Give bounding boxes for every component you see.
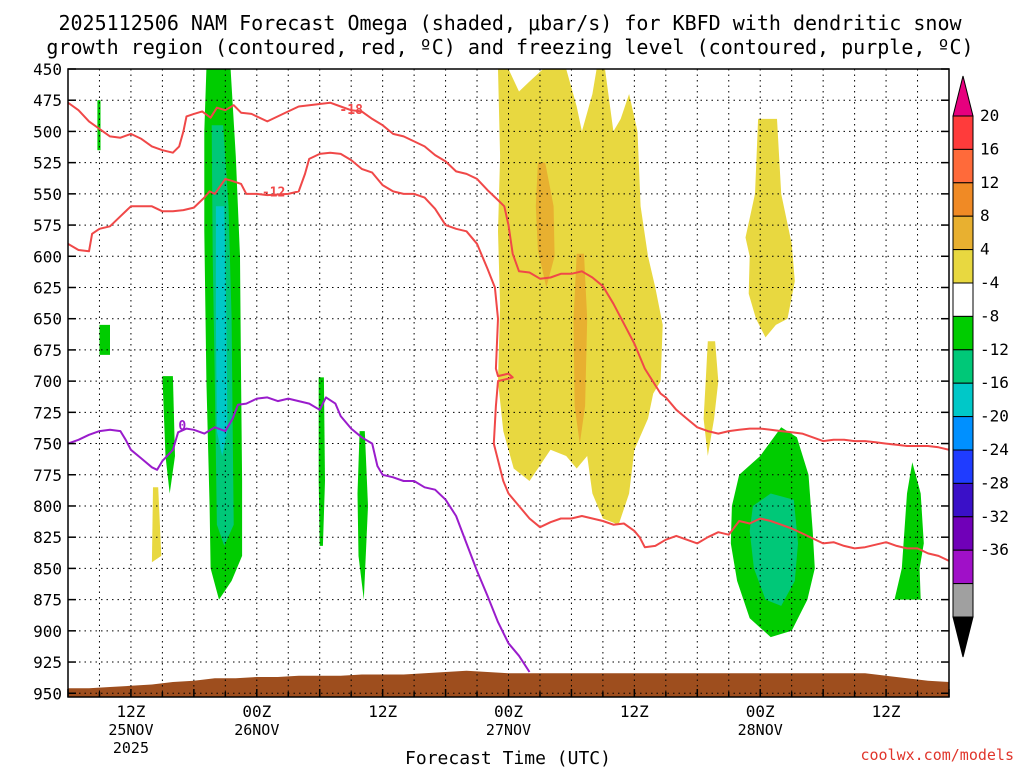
omega-region-11: [573, 253, 588, 444]
x-tick-label-date: 28NOV: [738, 721, 783, 739]
y-tick-label: 550: [33, 185, 62, 204]
colorbar-swatch: [952, 349, 974, 384]
chart-title-line-1: 2025112506 NAM Forecast Omega (shaded, μ…: [58, 11, 962, 35]
colorbar-label: -12: [980, 340, 1009, 359]
terrain-fill: [68, 670, 949, 697]
colorbar-swatch: [952, 482, 974, 518]
colorbar-label: -24: [980, 440, 1009, 459]
chart-title-line-2: growth region (contoured, red, ºC) and f…: [46, 35, 973, 59]
x-tick-label-time: 12Z: [368, 702, 397, 721]
y-tick-label: 850: [33, 559, 62, 578]
colorbar-swatch: [952, 416, 974, 451]
y-tick-label: 650: [33, 310, 62, 329]
y-tick-label: 875: [33, 591, 62, 610]
colorbar-swatch: [952, 549, 974, 585]
x-tick-label-year: 2025: [113, 739, 149, 757]
y-tick-label: 450: [33, 60, 62, 79]
y-tick-label: 900: [33, 622, 62, 641]
colorbar-label: 12: [980, 173, 999, 192]
y-tick-label: 575: [33, 216, 62, 235]
terrain-layer: [68, 670, 949, 697]
x-tick-label-date: 26NOV: [234, 721, 279, 739]
omega-region-10: [535, 162, 555, 288]
colorbar-label: -28: [980, 473, 1009, 492]
colorbar-label: -16: [980, 373, 1009, 392]
y-tick-label: 925: [33, 653, 62, 672]
omega-region-15: [749, 493, 798, 606]
contour-label-1: -12: [262, 186, 285, 201]
grid-layer: [68, 69, 949, 697]
omega-region-16: [894, 462, 924, 600]
y-tick-label: 825: [33, 528, 62, 547]
contour-layer: -18 -12 0: [68, 101, 949, 673]
colorbar-swatch: [952, 282, 974, 317]
colorbar-swatch: [952, 75, 974, 117]
colorbar-label: -36: [980, 540, 1009, 559]
contour-line-0: [68, 101, 949, 451]
colorbar-label: 4: [980, 240, 990, 259]
y-tick-label: 600: [33, 247, 62, 266]
contour-label-2: 0: [178, 419, 186, 434]
omega-region-5: [162, 376, 175, 494]
colorbar-swatch: [952, 249, 974, 284]
x-tick-label-date: 25NOV: [108, 721, 153, 739]
colorbar-swatch: [952, 382, 974, 418]
y-tick-label: 625: [33, 278, 62, 297]
y-tick-label: 725: [33, 403, 62, 422]
colorbar: 20 16 12 8 4 -4 -8 -12 -16 -20 -24 -28 -32 -36: [952, 75, 1009, 658]
y-axis: 450 475 500 525 550 575 600 625 650 675 700 725 750 7…: [33, 60, 949, 703]
y-tick-label: 500: [33, 122, 62, 141]
x-axis-label: Forecast Time (UTC): [405, 748, 611, 768]
colorbar-swatch: [952, 115, 974, 150]
colorbar-label: 20: [980, 106, 999, 125]
colorbar-label: -20: [980, 407, 1009, 426]
omega-region-7: [357, 431, 368, 600]
omega-shading-layer: [97, 69, 924, 638]
colorbar-swatch: [952, 516, 974, 551]
omega-region-8: [151, 487, 162, 563]
colorbar-label: 8: [980, 206, 990, 225]
colorbar-label: -4: [980, 273, 999, 292]
y-tick-label: 675: [33, 341, 62, 360]
y-tick-label: 700: [33, 372, 62, 391]
omega-region-12: [745, 118, 795, 338]
colorbar-swatch: [952, 449, 974, 484]
x-tick-label-time: 12Z: [620, 702, 649, 721]
y-tick-label: 525: [33, 154, 62, 173]
colorbar-swatch: [952, 182, 974, 217]
y-tick-label: 475: [33, 91, 62, 110]
contour-line-1: [68, 151, 949, 562]
x-tick-label-date: 27NOV: [486, 721, 531, 739]
y-tick-label: 950: [33, 684, 62, 703]
colorbar-label: 16: [980, 139, 999, 158]
omega-region-3: [97, 100, 101, 151]
contour-label-0: -18: [339, 103, 363, 118]
y-tick-label: 750: [33, 435, 62, 454]
credit-text: coolwx.com/models: [860, 746, 1014, 764]
x-tick-label-time: 12Z: [872, 702, 901, 721]
colorbar-swatch: [952, 215, 974, 251]
x-tick-label-time: 00Z: [242, 702, 271, 721]
x-tick-label-time: 00Z: [746, 702, 775, 721]
omega-region-2: [215, 206, 228, 456]
colorbar-swatch: [952, 148, 974, 184]
y-tick-label: 800: [33, 497, 62, 516]
colorbar-swatch: [952, 583, 974, 618]
colorbar-label: -32: [980, 507, 1009, 526]
x-tick-label-time: 00Z: [494, 702, 523, 721]
y-tick-label: 775: [33, 466, 62, 485]
x-tick-label-time: 12Z: [116, 702, 145, 721]
colorbar-swatch: [952, 616, 974, 658]
omega-region-6: [318, 377, 325, 546]
colorbar-label: -8: [980, 306, 999, 325]
omega-region-13: [703, 341, 719, 456]
colorbar-swatch: [952, 315, 974, 351]
omega-region-4: [99, 324, 110, 355]
contour-line-2: [68, 396, 531, 673]
